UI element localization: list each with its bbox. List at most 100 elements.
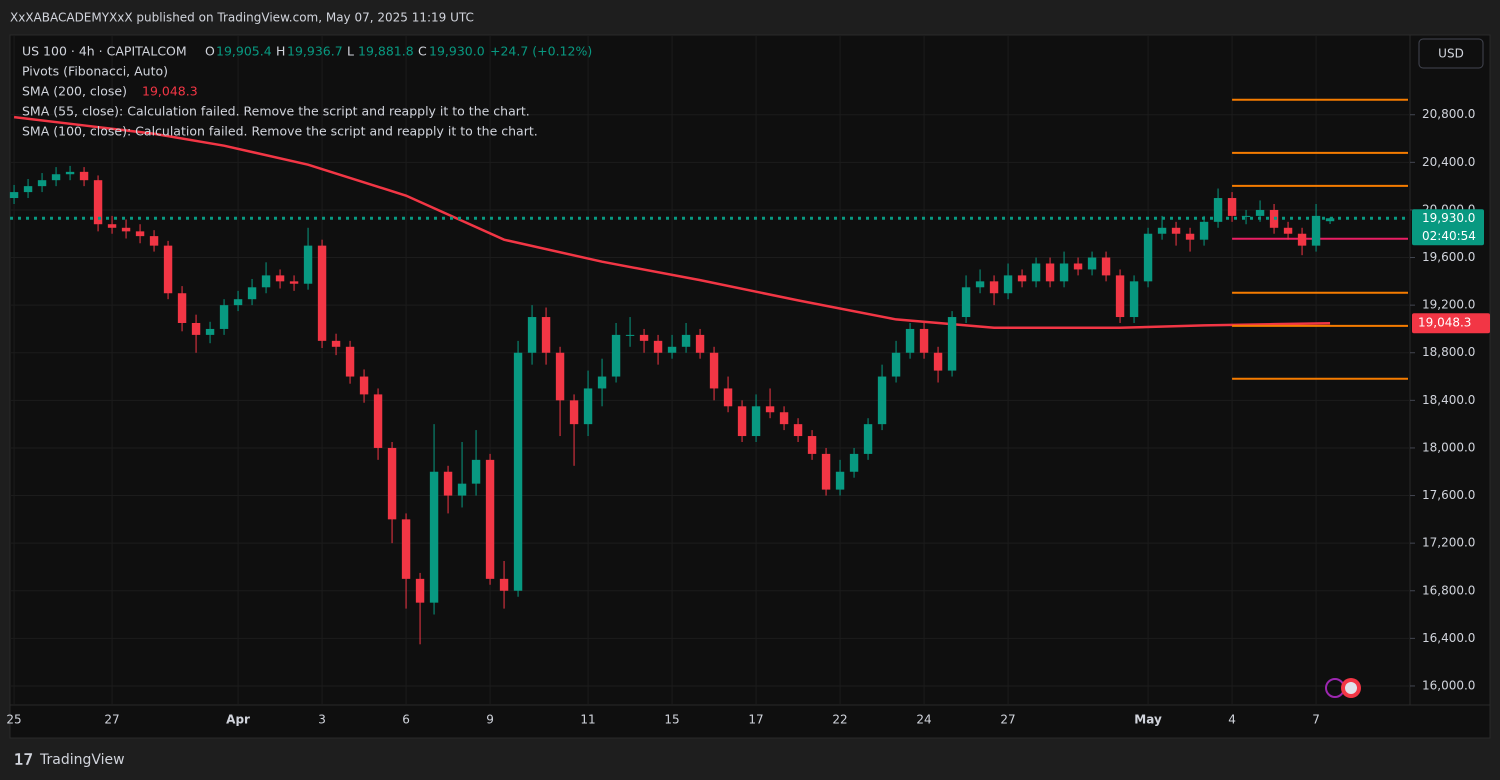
ohlc-key: O	[205, 44, 215, 59]
published-line: XxXABACADEMYXxX published on TradingView…	[10, 11, 474, 25]
currency-label[interactable]: USD	[1438, 47, 1464, 61]
candle-body	[289, 281, 299, 284]
candle-body	[219, 305, 229, 329]
candle-body	[793, 424, 803, 437]
sma-legend-value: 19,048.3	[142, 84, 198, 99]
candle-body	[1311, 215, 1321, 246]
candle-body	[597, 376, 607, 389]
candle-body	[723, 388, 733, 407]
ohlc-value: 19,905.4	[216, 44, 272, 59]
candle-body	[821, 453, 831, 490]
candle-body	[429, 471, 439, 603]
candle-body	[149, 236, 159, 246]
ohlc-key: H	[276, 44, 285, 59]
candle-body	[695, 334, 705, 353]
candle-body	[513, 352, 523, 591]
x-tick-label: 27	[104, 713, 119, 727]
logo-mark: 𝟣𝟩	[14, 751, 33, 769]
x-tick-label: 4	[1228, 713, 1236, 727]
candle-body	[471, 459, 481, 484]
candle-body	[23, 186, 33, 193]
candle-body	[443, 471, 453, 496]
candle-body	[345, 346, 355, 377]
candle-body	[177, 293, 187, 323]
candle-body	[737, 406, 747, 437]
x-tick-label: 24	[916, 713, 931, 727]
candle-body	[611, 334, 621, 377]
candle-body	[681, 334, 691, 347]
ohlc-value: 19,881.8	[358, 44, 414, 59]
chart-frame	[9, 34, 1491, 739]
candle-body	[569, 400, 579, 425]
y-tick-label: 16,400.0	[1422, 631, 1475, 645]
ohlc-key: C	[418, 44, 427, 59]
candle-body	[191, 322, 201, 335]
symbol: US 100 · 4h · CAPITALCOM	[22, 44, 187, 59]
candle-body	[765, 406, 775, 413]
last-price-tag	[1412, 209, 1484, 246]
candle-body	[1087, 257, 1097, 270]
candle-body	[961, 287, 971, 318]
candle-body	[1227, 198, 1237, 216]
y-tick-label: 18,800.0	[1422, 345, 1475, 359]
x-tick-label: 3	[318, 713, 326, 727]
y-tick-label: 16,000.0	[1422, 678, 1475, 692]
candle-body	[499, 578, 509, 591]
error-legend: SMA (55, close): Calculation failed. Rem…	[22, 104, 530, 119]
x-tick-label: 17	[748, 713, 763, 727]
candle-body	[121, 227, 131, 232]
candle-body	[625, 334, 635, 336]
candle-body	[989, 281, 999, 294]
ohlc-value: 19,930.0	[429, 44, 485, 59]
candle-body	[37, 180, 47, 187]
candle-body	[107, 224, 117, 228]
flag-icon	[1345, 682, 1357, 694]
x-tick-label: Apr	[226, 713, 250, 727]
candle-body	[1213, 198, 1223, 222]
candle-body	[1171, 227, 1181, 234]
y-tick-label: 18,000.0	[1422, 440, 1475, 454]
candle-body	[1017, 275, 1027, 282]
y-tick-label: 20,400.0	[1422, 155, 1475, 169]
x-tick-label: 22	[832, 713, 847, 727]
y-tick-label: 17,200.0	[1422, 536, 1475, 550]
candle-body	[1143, 233, 1153, 282]
plot-area	[9, 35, 1415, 705]
candle-body	[1129, 281, 1139, 318]
y-tick-label: 19,600.0	[1422, 250, 1475, 264]
candle-body	[1255, 209, 1265, 216]
candle-body	[1241, 215, 1251, 217]
candle-body	[303, 245, 313, 284]
ohlc-key: L	[347, 44, 354, 59]
last-price-label: 19,930.0	[1422, 211, 1475, 225]
candle-body	[457, 483, 467, 496]
candle-body	[51, 174, 61, 181]
error-legend: SMA (100, close): Calculation failed. Re…	[22, 124, 538, 139]
candle-body	[415, 578, 425, 603]
candle-body	[1073, 263, 1083, 270]
x-tick-label: May	[1134, 713, 1162, 727]
ohlc-value: 19,936.7	[287, 44, 343, 59]
x-tick-label: 25	[6, 713, 21, 727]
candle-body	[555, 352, 565, 401]
candle-body	[233, 299, 243, 306]
candle-body	[919, 328, 929, 353]
candle-body	[401, 519, 411, 579]
x-tick-label: 6	[402, 713, 410, 727]
candle-body	[261, 275, 271, 288]
candle-body	[709, 352, 719, 389]
candle-body	[1283, 227, 1293, 234]
overlay: US 100 · 4h · CAPITALCOM Pivots (Fibonac…	[6, 44, 1490, 769]
currency-button[interactable]	[1418, 38, 1484, 69]
candle-body	[247, 287, 257, 300]
candle-body	[835, 471, 845, 490]
candle-body	[639, 334, 649, 341]
candle-body	[1059, 263, 1069, 282]
candle-body	[93, 180, 103, 225]
candle-body	[387, 447, 397, 520]
candle-body	[205, 328, 215, 335]
candle-body	[583, 388, 593, 425]
candle-body	[975, 281, 985, 288]
